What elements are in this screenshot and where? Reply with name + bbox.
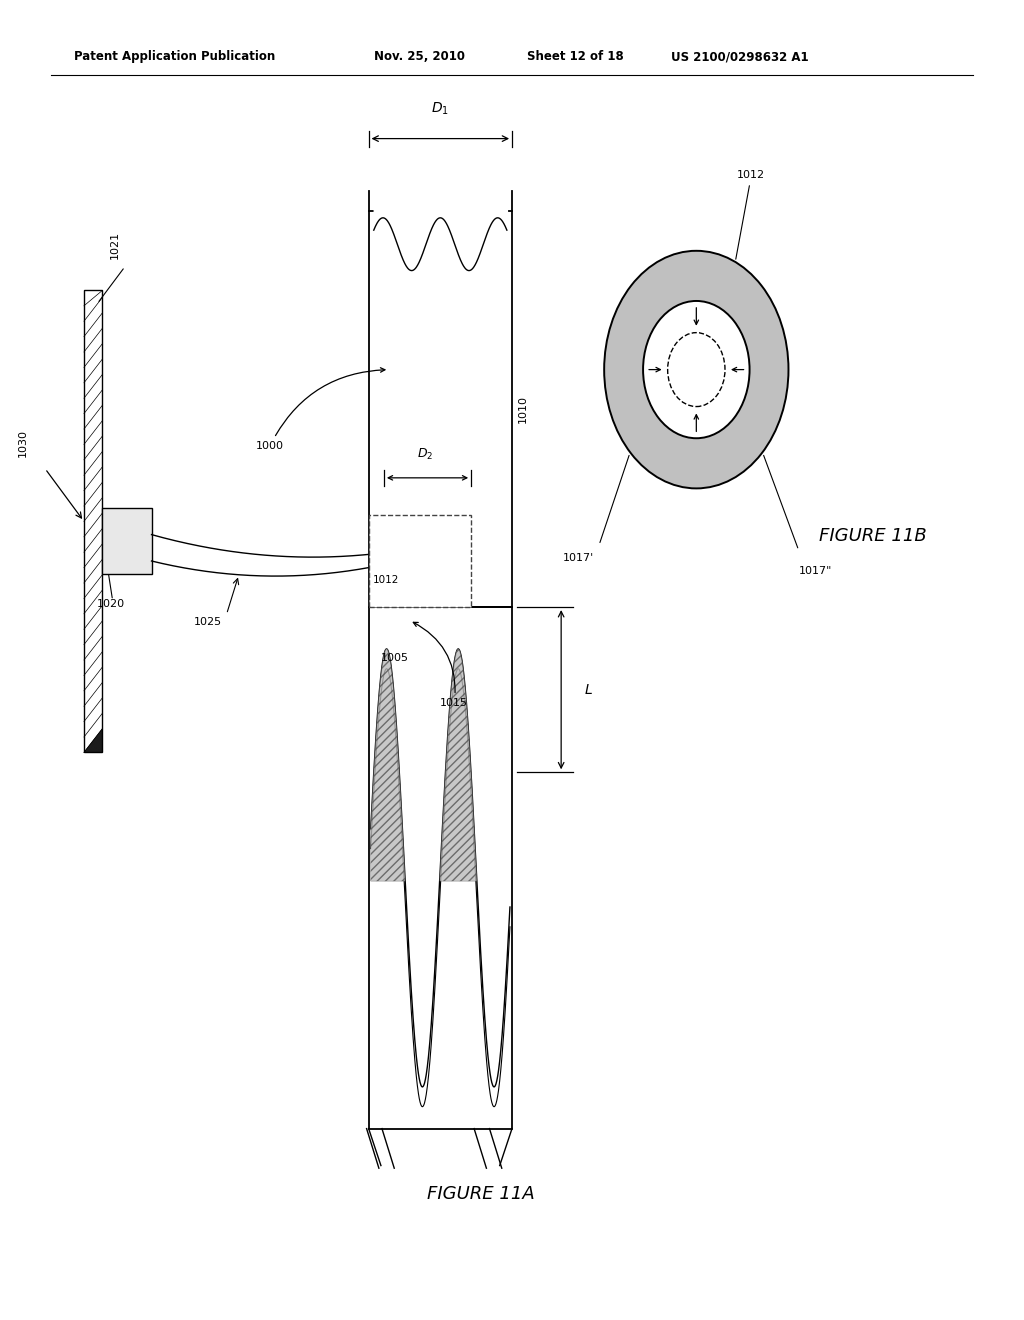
Bar	[369, 515, 471, 607]
Text: Sheet 12 of 18: Sheet 12 of 18	[527, 50, 624, 63]
Circle shape	[643, 301, 750, 438]
Text: 1017': 1017'	[562, 553, 594, 564]
Circle shape	[604, 251, 788, 488]
Text: 1005: 1005	[381, 653, 409, 664]
Text: 1030: 1030	[17, 429, 28, 458]
Text: 1021: 1021	[110, 231, 120, 260]
Text: Patent Application Publication: Patent Application Publication	[74, 50, 275, 63]
Text: 1012: 1012	[736, 170, 765, 259]
Text: 1000: 1000	[256, 368, 385, 451]
Bar	[369, 211, 512, 607]
Text: 1015: 1015	[414, 622, 468, 709]
Bar	[102, 508, 152, 574]
Bar	[369, 607, 512, 1129]
Text: 1012: 1012	[373, 576, 399, 586]
Text: FIGURE 11B: FIGURE 11B	[819, 527, 927, 545]
Text: 1010: 1010	[518, 395, 528, 424]
Text: Nov. 25, 2010: Nov. 25, 2010	[374, 50, 465, 63]
Text: $D_2$: $D_2$	[417, 447, 433, 462]
Circle shape	[668, 333, 725, 407]
Text: 1020: 1020	[97, 599, 125, 610]
Text: 1017": 1017"	[799, 566, 833, 577]
Text: $L$: $L$	[584, 682, 593, 697]
Text: $D_1$: $D_1$	[431, 102, 450, 117]
Text: FIGURE 11A: FIGURE 11A	[427, 1184, 536, 1203]
Text: 1025: 1025	[194, 616, 222, 627]
Bar	[84, 290, 102, 752]
Text: US 2100/0298632 A1: US 2100/0298632 A1	[671, 50, 808, 63]
